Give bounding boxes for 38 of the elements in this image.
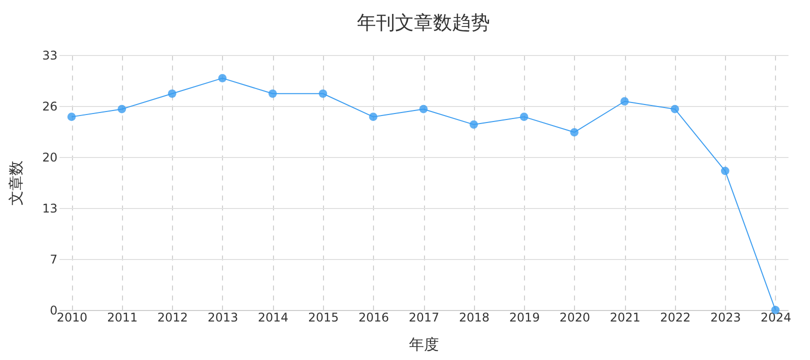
point [218, 74, 227, 82]
y-tick-label: 20 [42, 150, 58, 164]
y-axis-title: 文章数 [7, 160, 26, 206]
y-tick-label: 26 [42, 100, 58, 114]
x-tick-label: 2022 [660, 310, 691, 324]
x-tick-label: 2024 [760, 310, 792, 324]
y-tick-label: 13 [42, 202, 58, 216]
x-tick-label: 2023 [710, 310, 741, 324]
y-tick-label: 33 [42, 48, 58, 62]
point [318, 89, 328, 98]
point [670, 104, 680, 114]
x-tick-label: 2014 [258, 310, 288, 324]
point [118, 104, 126, 114]
point [720, 166, 730, 176]
point [520, 112, 528, 121]
y-tick-label: 7 [50, 252, 58, 266]
point [570, 128, 579, 136]
x-tick-label: 2018 [459, 310, 490, 324]
x-tick-label: 2019 [509, 310, 540, 324]
x-tick-label: 2021 [610, 310, 640, 324]
x-tick-label: 2017 [408, 310, 440, 324]
chart-title: 年刊文章数趋势 [357, 12, 490, 34]
point [369, 112, 378, 121]
x-tick-label: 2015 [308, 310, 339, 324]
x-tick-label: 2010 [56, 310, 88, 324]
x-tick-label: 2016 [358, 310, 389, 324]
x-tick-label: 2013 [208, 310, 238, 324]
x-tick-label: 2020 [560, 310, 590, 324]
point [67, 112, 76, 121]
x-tick-label: 2011 [107, 310, 138, 324]
point [268, 89, 277, 98]
point [620, 97, 629, 106]
point [168, 89, 176, 98]
x-tick-label: 2012 [157, 310, 188, 324]
y-tick-label: 0 [50, 304, 58, 318]
x-axis-title: 年度 [409, 336, 439, 354]
point [470, 120, 478, 129]
point [419, 104, 428, 114]
